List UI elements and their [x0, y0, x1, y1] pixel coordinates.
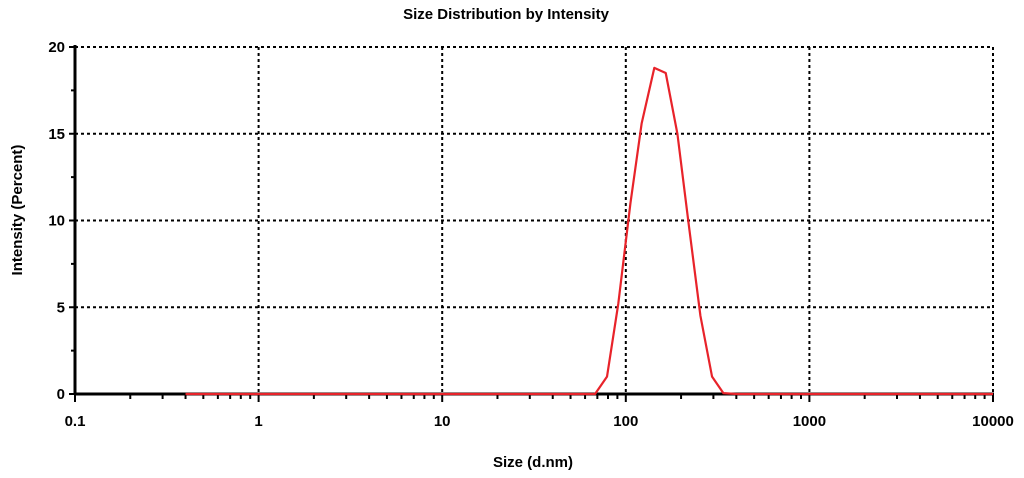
y-tick-label: 15	[48, 126, 65, 143]
y-tick-label: 5	[57, 299, 65, 316]
grid-layer	[75, 46, 994, 394]
y-axis-label: Intensity (Percent)	[9, 145, 26, 276]
series-layer	[185, 66, 993, 396]
x-tick-label: 10000	[972, 413, 1014, 430]
tick-layer: 0.1 1 10 100 1000 10000 0 5 10 15 20	[48, 39, 1014, 430]
x-axis-label: Size (d.nm)	[493, 454, 573, 471]
y-tick-label: 0	[57, 386, 65, 403]
x-tick-label: 100	[613, 413, 638, 430]
x-tick-label: 1000	[793, 413, 826, 430]
chart-title: Size Distribution by Intensity	[403, 6, 610, 23]
x-tick-label: 0.1	[65, 413, 86, 430]
x-tick-label: 10	[434, 413, 451, 430]
y-tick-label: 10	[48, 213, 65, 230]
y-tick-label: 20	[48, 39, 65, 56]
x-tick-label: 1	[254, 413, 262, 430]
series-line	[185, 66, 993, 396]
